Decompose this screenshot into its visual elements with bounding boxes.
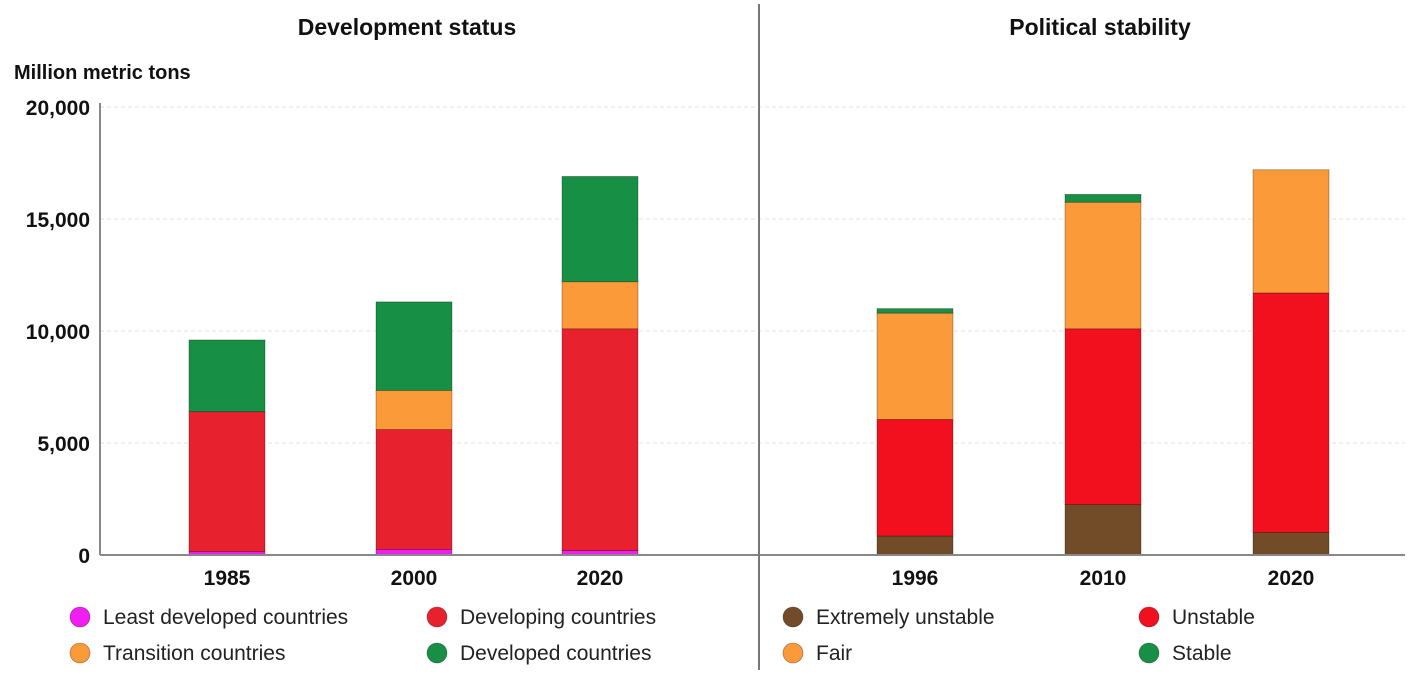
bar-developed-countries-2020 xyxy=(561,176,639,283)
y-tick-label: 0 xyxy=(78,545,90,568)
legend-swatch-least-developed-countries xyxy=(69,606,91,628)
bar-extremely-unstable-1996 xyxy=(876,535,954,556)
gridlines xyxy=(100,106,1405,444)
legend-label-developing-countries: Developing countries xyxy=(460,606,656,629)
x-tick-label-2020: 2020 xyxy=(1268,567,1315,590)
panel-title-development-status: Development status xyxy=(298,14,517,40)
bar-stable-1996 xyxy=(876,308,954,314)
bar-developing-countries-2020 xyxy=(561,328,639,551)
x-tick-label-1996: 1996 xyxy=(892,567,939,590)
legend-swatch-developing-countries xyxy=(426,606,448,628)
bar-fair-1996 xyxy=(876,312,954,420)
y-tick-label: 15,000 xyxy=(26,209,90,232)
bar-unstable-2020 xyxy=(1252,292,1330,534)
panel-title-political-stability: Political stability xyxy=(1009,14,1191,40)
bar-transition-countries-2000 xyxy=(375,389,453,430)
legend-label-least-developed-countries: Least developed countries xyxy=(103,606,348,629)
bar-developed-countries-2000 xyxy=(375,301,453,391)
bar-developed-countries-1985 xyxy=(188,339,266,413)
legend-swatch-unstable xyxy=(1138,606,1160,628)
bar-fair-2010 xyxy=(1064,201,1142,330)
legend-label-stable: Stable xyxy=(1172,642,1232,665)
bar-unstable-2010 xyxy=(1064,328,1142,506)
legend-swatch-stable xyxy=(1138,642,1160,664)
bar-unstable-1996 xyxy=(876,419,954,537)
x-tick-label-1985: 1985 xyxy=(204,567,251,590)
bar-transition-countries-2020 xyxy=(561,281,639,330)
legend-swatch-developed-countries xyxy=(426,642,448,664)
labels: 0 5,000 10,000 15,000 20,000 Million metric t… xyxy=(14,14,1314,590)
legend-label-extremely-unstable: Extremely unstable xyxy=(816,606,995,629)
legend-label-developed-countries: Developed countries xyxy=(460,642,651,665)
bar-developing-countries-1985 xyxy=(188,411,266,553)
y-tick-label: 20,000 xyxy=(26,97,90,120)
bar-stable-2010 xyxy=(1064,193,1142,203)
bar-extremely-unstable-2010 xyxy=(1064,504,1142,556)
x-tick-label-2020: 2020 xyxy=(577,567,624,590)
bar-developing-countries-2000 xyxy=(375,429,453,550)
x-tick-label-2000: 2000 xyxy=(391,567,438,590)
legend-swatch-fair xyxy=(782,642,804,664)
y-tick-label: 10,000 xyxy=(26,321,90,344)
legend-label-unstable: Unstable xyxy=(1172,606,1255,629)
legend-swatch-extremely-unstable xyxy=(782,606,804,628)
bar-extremely-unstable-2020 xyxy=(1252,532,1330,556)
bar-fair-2020 xyxy=(1252,169,1330,294)
y-axis-unit-label: Million metric tons xyxy=(14,62,191,84)
legend-swatch-transition-countries xyxy=(69,642,91,664)
axes xyxy=(99,4,1405,670)
x-tick-label-2010: 2010 xyxy=(1080,567,1127,590)
legend-label-transition-countries: Transition countries xyxy=(103,642,285,665)
legend-label-fair: Fair xyxy=(816,642,852,665)
legends: Least developed countries Developing coun… xyxy=(69,606,1255,665)
bars xyxy=(188,169,1330,556)
y-tick-label: 5,000 xyxy=(37,433,90,456)
